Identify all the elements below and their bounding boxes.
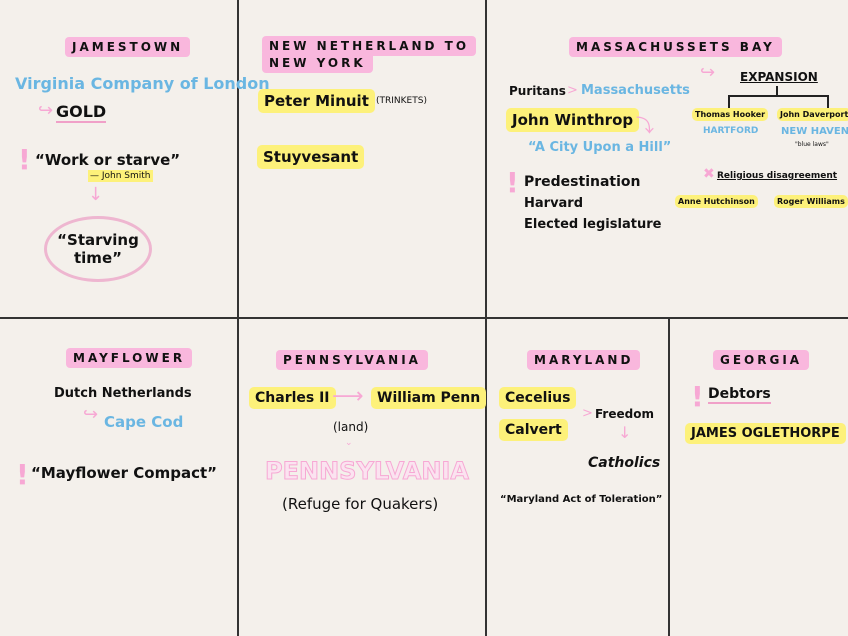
cross-icon: ✖ xyxy=(703,166,715,182)
company: Virginia Company of London xyxy=(15,74,270,93)
point: Harvard xyxy=(524,196,584,211)
point: Elected legislature xyxy=(524,217,662,232)
hartford: HARTFORD xyxy=(703,126,759,136)
down-arrow-icon: ⌄ xyxy=(345,438,353,448)
trinkets: (TRINKETS) xyxy=(376,96,427,106)
expansion: EXPANSION xyxy=(740,70,818,84)
curved-arrow-icon: ↪ xyxy=(83,404,99,425)
dutch-netherlands: Dutch Netherlands xyxy=(54,386,192,401)
massachusetts: Massachusetts xyxy=(581,83,690,98)
curved-arrow-icon: ↪ xyxy=(38,100,54,121)
down-arrow-icon: ↓ xyxy=(88,184,104,205)
roger-williams: Roger Williams xyxy=(774,195,848,208)
tree-connector xyxy=(728,95,829,109)
divider xyxy=(668,318,670,636)
exclamation-icon: ! xyxy=(18,143,31,176)
curved-arrow-icon: ⤵ xyxy=(636,116,654,137)
point: Predestination xyxy=(524,174,641,190)
cecelius: Cecelius xyxy=(499,387,577,409)
city-upon-hill: “A City Upon a Hill” xyxy=(528,140,672,155)
new-haven: NEW HAVEN xyxy=(781,126,848,137)
cape-cod: Cape Cod xyxy=(104,413,184,431)
divider xyxy=(0,317,848,319)
gt: > xyxy=(582,406,593,421)
gold: GOLD xyxy=(56,102,107,123)
new-netherland-title-2: NEW YORK xyxy=(262,53,373,73)
massachusetts-title: MASSACHUSSETS BAY xyxy=(569,37,782,57)
puritans: Puritans xyxy=(509,84,566,98)
new-netherland-title: NEW NETHERLAND TO xyxy=(262,36,477,56)
mayflower-title: MAYFLOWER xyxy=(66,348,193,368)
right-arrow-icon: ⟶ xyxy=(332,384,364,409)
jamestown-title: JAMESTOWN xyxy=(65,37,191,57)
freedom: Freedom xyxy=(595,407,654,421)
calvert: Calvert xyxy=(499,419,568,441)
mayflower-compact: “Mayflower Compact” xyxy=(31,464,218,482)
refuge: (Refuge for Quakers) xyxy=(282,495,439,513)
land: (land) xyxy=(333,420,369,434)
gt: > xyxy=(567,83,578,98)
thomas-hooker: Thomas Hooker xyxy=(692,108,769,121)
debtors: Debtors xyxy=(708,386,771,404)
john-daverport: John Daverport xyxy=(777,108,848,121)
james-oglethorpe: JAMES OGLETHORPE xyxy=(685,423,846,444)
quote: “Work or starve” xyxy=(35,151,181,169)
anne-hutchinson: Anne Hutchinson xyxy=(675,195,758,208)
john-winthrop: John Winthrop xyxy=(506,108,640,132)
catholics: Catholics xyxy=(588,455,661,471)
exclamation-icon: ! xyxy=(506,166,519,199)
attribution: — John Smith xyxy=(88,170,153,182)
exclamation-icon: ! xyxy=(691,380,704,413)
religious-disagreement: Religious disagreement xyxy=(717,171,838,181)
maryland-title: MARYLAND xyxy=(527,350,641,370)
starving-time: “Starving time” xyxy=(44,216,152,282)
charles-ii: Charles II xyxy=(249,387,336,409)
william-penn: William Penn xyxy=(371,387,487,409)
peter-minuit: Peter Minuit xyxy=(258,89,375,113)
georgia-title: GEORGIA xyxy=(713,350,810,370)
blue-laws: "blue laws" xyxy=(795,141,829,148)
exclamation-icon: ! xyxy=(16,458,29,491)
curved-arrow-icon: ↪ xyxy=(700,62,716,83)
toleration-act: “Maryland Act of Toleration” xyxy=(500,494,663,505)
pennsylvania-title: PENNSYLVANIA xyxy=(276,350,428,370)
tree-connector xyxy=(776,86,778,96)
stuyvesant: Stuyvesant xyxy=(257,145,365,169)
pennsylvania-big: PENNSYLVANIA xyxy=(265,457,470,486)
down-arrow-icon: ↓ xyxy=(618,423,632,442)
